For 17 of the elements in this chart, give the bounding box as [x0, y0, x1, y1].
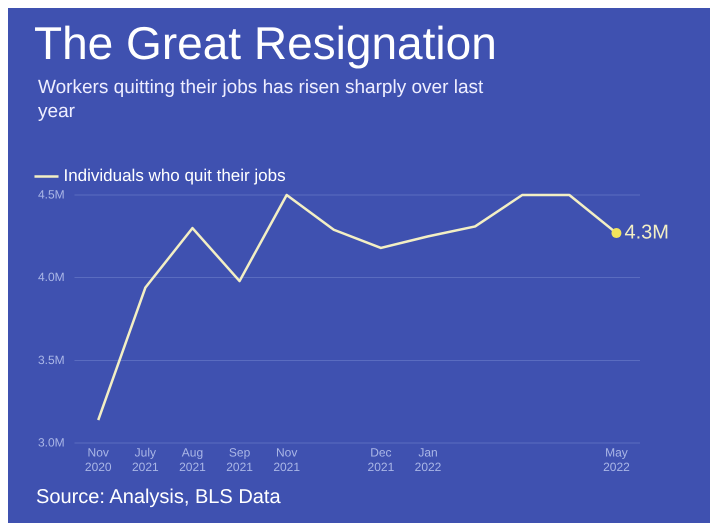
x-tick-label: Nov 2021 [273, 446, 300, 474]
chart-subtitle: Workers quitting their jobs has risen sharply over last year [38, 76, 484, 124]
x-tick-label: May 2022 [603, 446, 630, 474]
x-tick-label: Sep 2021 [226, 446, 254, 474]
x-tick-label: Dec 2021 [368, 446, 395, 474]
x-tick-label: Jan 2022 [414, 446, 442, 474]
annotation: 4.3M [624, 222, 669, 244]
x-tick-label: Nov 2020 [84, 446, 112, 474]
chart-title: The Great Resignation [34, 16, 497, 70]
legend-label: Individuals who quit their jobs [64, 166, 286, 186]
source-note: Source: Analysis, BLS Data [36, 486, 281, 509]
y-tick-label: 4.5M [38, 187, 65, 202]
x-tick-label: Aug 2021 [179, 446, 206, 474]
y-tick-label: 3.5M [38, 352, 65, 367]
x-tick-label: July 2021 [132, 446, 160, 474]
y-tick-label: 4.0M [38, 270, 65, 284]
y-tick-label: 3.0M [38, 436, 65, 450]
